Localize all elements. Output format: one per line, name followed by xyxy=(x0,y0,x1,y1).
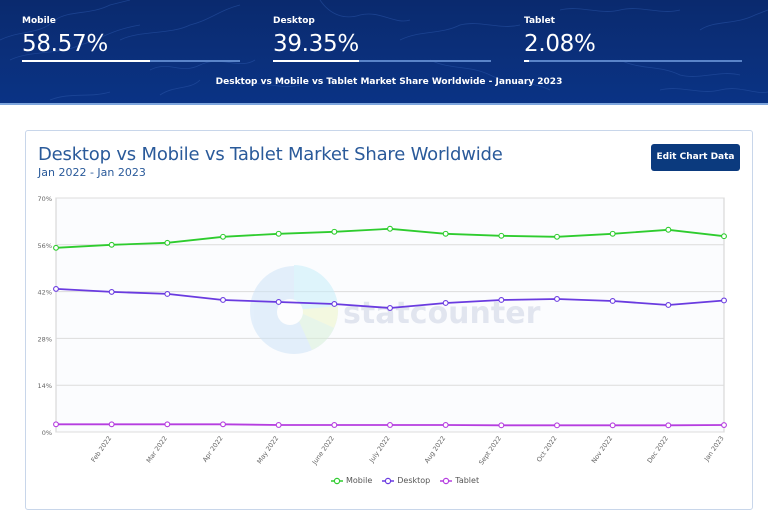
data-point[interactable] xyxy=(220,233,226,240)
x-tick-label: Nov 2022 xyxy=(590,435,615,465)
stat-mobile-bar xyxy=(22,60,240,62)
line-chart: 0% 14% 28% 42% 56% 70% statcounter Feb 2022 Mar … xyxy=(38,195,727,467)
y-tick-label: 0% xyxy=(42,429,52,437)
data-point[interactable] xyxy=(164,239,171,246)
legend-item-tablet[interactable]: Tablet xyxy=(440,476,479,485)
legend-marker-icon xyxy=(382,477,395,484)
stat-mobile: Mobile 58.57% xyxy=(22,16,240,62)
y-tick-label: 14% xyxy=(38,382,52,390)
data-point[interactable] xyxy=(498,297,505,303)
data-point[interactable] xyxy=(220,421,226,428)
data-point[interactable] xyxy=(331,422,338,428)
data-point[interactable] xyxy=(665,302,672,308)
x-tick-label: Apr 2022 xyxy=(201,435,225,464)
stat-mobile-value: 58.57% xyxy=(22,31,108,57)
summary-banner: Mobile 58.57% Desktop 39.35% Tablet 2.08… xyxy=(0,0,768,105)
x-tick-label: Oct 2022 xyxy=(535,435,559,464)
stat-desktop-bar xyxy=(273,60,491,62)
stat-desktop-label: Desktop xyxy=(273,16,315,26)
chart-title: Desktop vs Mobile vs Tablet Market Share… xyxy=(38,144,503,165)
data-point[interactable] xyxy=(53,285,59,292)
edit-chart-data-button[interactable]: Edit Chart Data xyxy=(651,144,740,171)
chart-card: Desktop vs Mobile vs Tablet Market Share… xyxy=(25,130,753,510)
data-point[interactable] xyxy=(721,297,727,304)
data-point[interactable] xyxy=(108,241,115,248)
data-point[interactable] xyxy=(387,305,393,311)
data-point[interactable] xyxy=(164,290,171,297)
legend-marker-icon xyxy=(440,477,453,484)
data-point[interactable] xyxy=(554,422,560,429)
legend-label: Tablet xyxy=(455,476,480,485)
data-point[interactable] xyxy=(275,230,282,237)
x-tick-label: Jan 2023 xyxy=(702,435,726,464)
stat-tablet: Tablet 2.08% xyxy=(524,16,742,62)
data-point[interactable] xyxy=(554,296,560,302)
stat-mobile-label: Mobile xyxy=(22,16,56,26)
y-tick-label: 28% xyxy=(38,335,52,343)
data-point[interactable] xyxy=(108,421,115,428)
data-point[interactable] xyxy=(665,422,672,429)
data-point[interactable] xyxy=(275,299,282,305)
data-point[interactable] xyxy=(164,421,171,428)
data-point[interactable] xyxy=(108,288,115,295)
data-point[interactable] xyxy=(721,422,727,428)
data-point[interactable] xyxy=(220,297,226,303)
x-tick-label: July 2022 xyxy=(367,435,392,465)
y-tick-label: 56% xyxy=(38,242,52,250)
data-point[interactable] xyxy=(609,230,616,237)
x-tick-label: Feb 2022 xyxy=(89,435,113,464)
data-point[interactable] xyxy=(53,244,59,251)
data-point[interactable] xyxy=(721,233,727,240)
data-point[interactable] xyxy=(498,422,505,429)
legend-item-mobile[interactable]: Mobile xyxy=(331,476,372,485)
stat-tablet-value: 2.08% xyxy=(524,31,596,57)
chart-date-range: Jan 2022 - Jan 2023 xyxy=(38,166,146,179)
data-point[interactable] xyxy=(442,300,449,306)
stat-desktop-value: 39.35% xyxy=(273,31,359,57)
banner-divider xyxy=(0,103,768,105)
data-point[interactable] xyxy=(275,422,282,428)
legend-label: Mobile xyxy=(346,476,373,485)
data-point[interactable] xyxy=(387,225,393,232)
stat-tablet-bar-fill xyxy=(524,60,529,62)
data-point[interactable] xyxy=(609,298,616,304)
x-tick-label: Dec 2022 xyxy=(646,435,670,465)
x-tick-label: June 2022 xyxy=(310,435,336,467)
y-tick-label: 70% xyxy=(38,195,52,203)
data-point[interactable] xyxy=(665,226,672,233)
x-tick-label: Aug 2022 xyxy=(423,435,448,465)
stat-tablet-label: Tablet xyxy=(524,16,555,26)
data-point[interactable] xyxy=(442,230,449,237)
x-tick-label: Mar 2022 xyxy=(145,435,169,465)
banner-caption: Desktop vs Mobile vs Tablet Market Share… xyxy=(215,77,563,87)
legend-label: Desktop xyxy=(397,476,431,485)
y-tick-label: 42% xyxy=(38,289,52,297)
statcounter-watermark: statcounter xyxy=(250,265,541,354)
stat-desktop: Desktop 39.35% xyxy=(273,16,491,62)
legend-marker-icon xyxy=(331,477,343,484)
data-point[interactable] xyxy=(442,422,449,428)
svg-text:statcounter: statcounter xyxy=(343,296,541,331)
data-point[interactable] xyxy=(331,228,338,235)
stat-desktop-bar-fill xyxy=(273,60,359,62)
legend-item-desktop[interactable]: Desktop xyxy=(382,476,430,485)
data-point[interactable] xyxy=(53,421,59,428)
x-tick-label: Sept 2022 xyxy=(477,435,503,467)
data-point[interactable] xyxy=(609,422,616,429)
stat-mobile-bar-fill xyxy=(22,60,150,62)
stat-tablet-bar xyxy=(524,60,742,62)
world-map-background xyxy=(0,0,768,101)
x-tick-label: May 2022 xyxy=(255,435,280,466)
data-point[interactable] xyxy=(554,233,560,240)
data-point[interactable] xyxy=(331,301,338,307)
data-point[interactable] xyxy=(387,422,393,428)
chart-legend: Mobile Desktop Tablet xyxy=(331,476,479,485)
data-point[interactable] xyxy=(498,232,505,239)
